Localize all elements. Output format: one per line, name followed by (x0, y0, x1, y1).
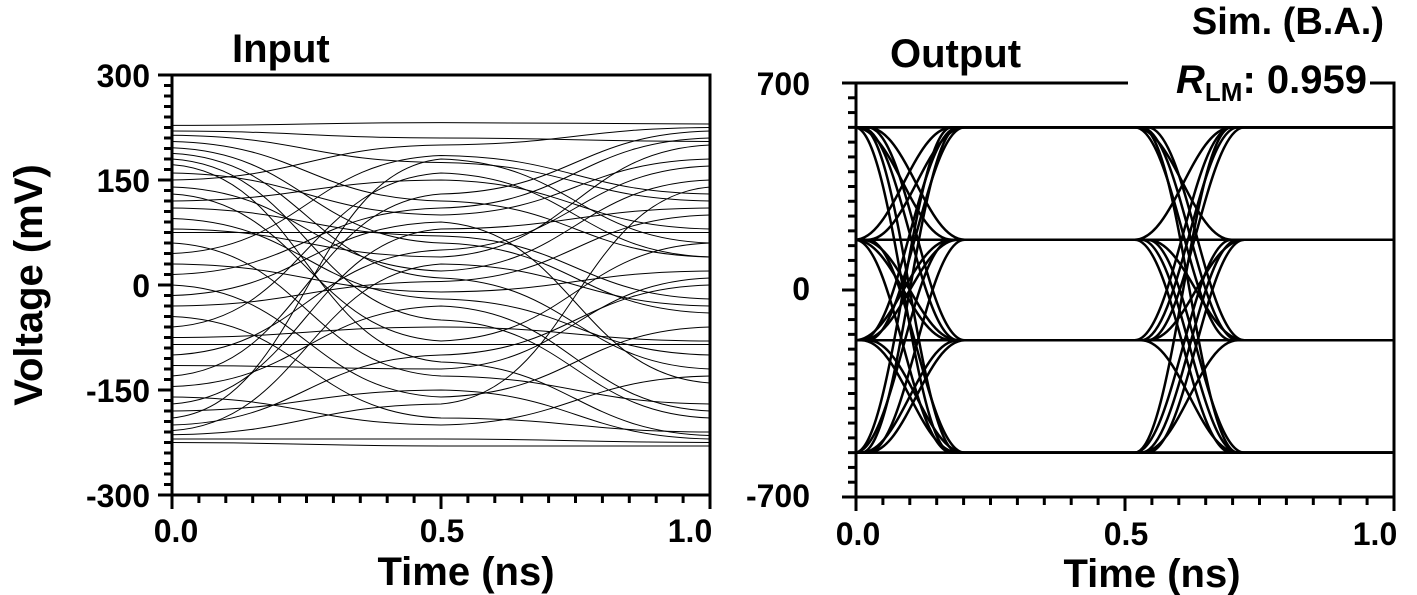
input-trace (171, 221, 711, 384)
input-trace (171, 263, 711, 293)
output-trace (856, 126, 1394, 454)
input-traces (171, 122, 711, 447)
output-trace (856, 238, 1394, 454)
input-y-tick-label: 150 (97, 163, 150, 199)
input-x-tick-label: 1.0 (668, 513, 712, 549)
input-trace (171, 389, 711, 440)
input-trace (171, 305, 711, 412)
input-x-axis-label: Time (ns) (377, 550, 554, 594)
output-x-tick-label: 0.0 (836, 516, 880, 552)
output-trace (856, 126, 1394, 454)
input-trace (171, 186, 711, 436)
output-y-tick-label: 700 (757, 66, 810, 102)
output-panel: Output Sim. (B.A.) 700 0 -700 0.0 0.5 1.… (746, 1, 1397, 595)
input-trace (171, 158, 711, 419)
input-trace (171, 134, 711, 202)
input-trace (171, 122, 711, 126)
input-trace (171, 179, 711, 230)
input-trace (171, 158, 711, 419)
metric-symbol: R (1176, 58, 1205, 102)
output-plot-frame (854, 81, 1396, 499)
input-trace (171, 141, 711, 258)
input-plot-frame (170, 73, 712, 497)
input-trace (171, 144, 711, 258)
input-trace (171, 316, 711, 433)
output-trace (856, 126, 1394, 454)
metric-value: : 0.959 (1242, 58, 1367, 102)
input-trace (171, 207, 711, 405)
annotation-background (1128, 60, 1370, 100)
input-trace (171, 214, 711, 307)
input-trace (171, 326, 711, 342)
output-trace (854, 126, 1394, 454)
annotation-metric: RLM: 0.959 (1176, 58, 1367, 107)
input-y-axis-label: Voltage (mV) (7, 164, 51, 406)
output-trace (856, 126, 1394, 454)
input-trace (171, 277, 711, 370)
input-trace (171, 284, 711, 398)
input-trace (171, 130, 711, 142)
output-traces (854, 126, 1394, 454)
output-trace (854, 238, 1394, 454)
input-y-tick-label: -300 (86, 478, 150, 514)
input-trace (171, 193, 711, 342)
input-y-tick-label: -150 (86, 373, 150, 409)
output-trace (856, 238, 1394, 454)
input-panel: Input Voltage (mV) Time (ns) 300 150 0 -… (7, 27, 712, 594)
input-trace (171, 154, 711, 254)
input-trace (171, 164, 711, 436)
input-trace (171, 218, 711, 356)
input-trace (171, 207, 711, 300)
output-trace (854, 238, 1394, 454)
input-title: Input (232, 27, 330, 71)
input-trace (171, 442, 710, 447)
input-trace (171, 179, 711, 272)
input-trace (171, 263, 711, 432)
input-trace (171, 165, 711, 356)
input-x-tick-label: 0.0 (154, 513, 198, 549)
input-trace (171, 172, 711, 328)
output-x-tick-label: 0.5 (1104, 516, 1148, 552)
input-trace (171, 242, 711, 405)
output-trace (856, 238, 1394, 342)
output-trace (856, 126, 1394, 454)
output-trace (856, 238, 1394, 342)
input-y-tick-label: 0 (132, 268, 150, 304)
input-trace (171, 130, 711, 377)
output-trace (856, 339, 1394, 454)
output-trace (854, 126, 1394, 454)
output-x-axis-label: Time (ns) (1063, 552, 1240, 595)
output-title: Output (890, 32, 1021, 76)
output-y-tick-label: -700 (746, 478, 810, 514)
input-trace (172, 438, 711, 443)
output-x-tick-label: 1.0 (1353, 516, 1397, 552)
input-trace (171, 284, 711, 426)
input-x-tick-label: 0.5 (420, 513, 464, 549)
input-trace (171, 137, 711, 275)
metric-subscript: LM (1205, 77, 1243, 107)
input-y-tick-label: 300 (97, 58, 150, 94)
input-trace (171, 375, 711, 426)
output-trace (856, 238, 1394, 454)
annotation-sim: Sim. (B.A.) (1192, 1, 1384, 43)
input-trace (171, 127, 711, 181)
output-y-tick-label: 0 (792, 271, 810, 307)
